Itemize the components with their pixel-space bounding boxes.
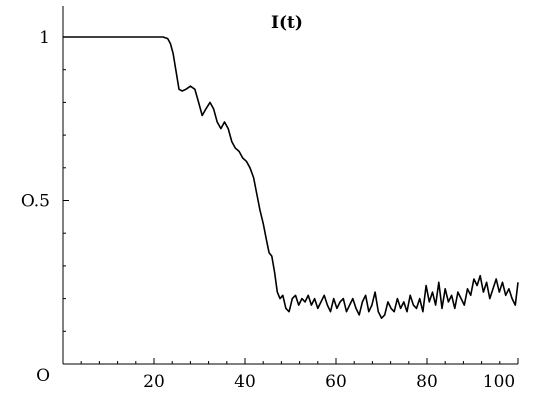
x-tick-label: 80 [416, 372, 438, 392]
x-tick-label: 100 [483, 372, 515, 392]
minor-ticks [63, 36, 519, 364]
major-ticks [63, 36, 519, 365]
y-tick-label: O.5 [21, 192, 50, 212]
y-tick-label: 1 [39, 28, 50, 48]
x-tick-label: 60 [325, 372, 347, 392]
series-line-i-t [63, 36, 519, 319]
x-tick-label: 40 [234, 372, 256, 392]
tick-labels: 20 40 60 80 100 O O.5 1 [21, 28, 515, 392]
chart-title: I(t) [271, 13, 303, 33]
axes [62, 6, 518, 365]
x-tick-label: 20 [143, 372, 165, 392]
y-tick-label: O [36, 366, 50, 386]
